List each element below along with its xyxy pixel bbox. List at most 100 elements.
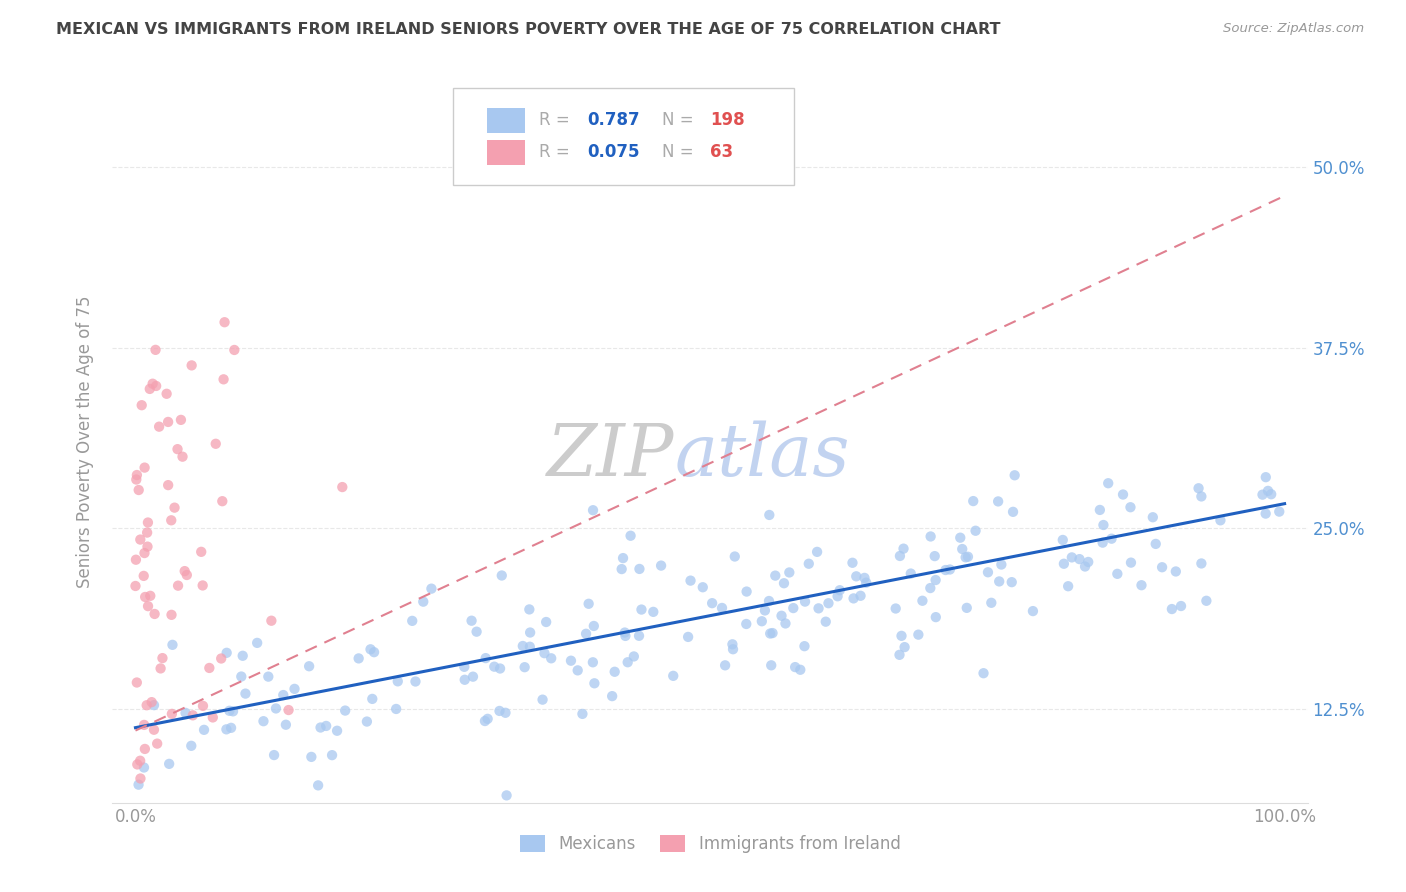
Point [128,778,150,792]
Point [176,568,198,582]
Point [1097,476,1119,491]
Point [770,608,793,623]
Point [132,760,155,774]
Point [721,642,744,657]
Point [246,636,269,650]
Text: 0.787: 0.787 [586,112,640,129]
Point [782,601,804,615]
Point [136,525,159,540]
Point [841,556,863,570]
Point [139,589,162,603]
Point [761,658,783,673]
Point [571,706,593,721]
Point [778,566,800,580]
Point [401,614,423,628]
Point [136,540,159,554]
Point [519,625,541,640]
Text: Source: ZipAtlas.com: Source: ZipAtlas.com [1223,22,1364,36]
Point [201,710,224,724]
Point [152,651,174,665]
Point [271,688,294,702]
Point [453,660,475,674]
Text: 198: 198 [710,112,745,129]
Point [849,589,872,603]
Point [231,669,253,683]
Point [965,524,987,538]
Point [139,382,162,396]
Point [125,675,148,690]
Point [1119,556,1142,570]
Point [128,483,150,497]
Point [1092,518,1115,533]
Point [1057,579,1080,593]
Point [260,614,283,628]
Text: R =: R = [538,112,575,129]
Point [911,594,934,608]
Point [1189,490,1212,504]
Point [134,546,156,560]
Point [775,616,797,631]
Point [166,442,188,457]
Point [315,719,337,733]
Point [1257,483,1279,498]
Point [356,714,378,729]
Point [884,601,907,615]
Point [385,702,408,716]
Point [1004,468,1026,483]
Point [298,659,321,673]
Point [125,552,148,566]
Point [676,630,699,644]
Point [132,569,155,583]
Point [714,658,737,673]
Point [124,579,146,593]
Point [129,772,152,786]
Point [759,626,782,640]
Point [758,508,780,522]
Point [761,626,783,640]
Point [333,704,356,718]
Point [477,712,499,726]
Point [758,594,780,608]
Point [204,437,226,451]
Point [191,578,214,592]
Point [1268,505,1291,519]
Point [1088,503,1111,517]
Point [465,624,488,639]
Point [172,450,194,464]
Point [1142,510,1164,524]
Point [160,513,183,527]
Point [125,468,148,483]
FancyBboxPatch shape [486,139,524,165]
Point [540,651,562,665]
Point [321,748,343,763]
Point [827,589,849,603]
Point [643,605,665,619]
Point [136,516,159,530]
Point [360,642,382,657]
Point [330,480,353,494]
Text: N =: N = [662,144,699,161]
Point [614,629,637,643]
Point [1091,535,1114,549]
Point [134,742,156,756]
Point [1260,487,1282,501]
Point [211,494,233,508]
Point [460,614,482,628]
Point [1052,533,1074,547]
Point [920,581,942,595]
Point [219,721,242,735]
Point [264,701,287,715]
Point [129,533,152,547]
Point [889,648,911,662]
Point [209,651,232,665]
Point [612,551,634,566]
Point [347,651,370,665]
Point [156,386,179,401]
Point [990,558,1012,572]
Point [754,603,776,617]
Point [1164,565,1187,579]
Text: 0.075: 0.075 [586,144,640,161]
Point [180,739,202,753]
Point [1195,594,1218,608]
Point [924,573,946,587]
